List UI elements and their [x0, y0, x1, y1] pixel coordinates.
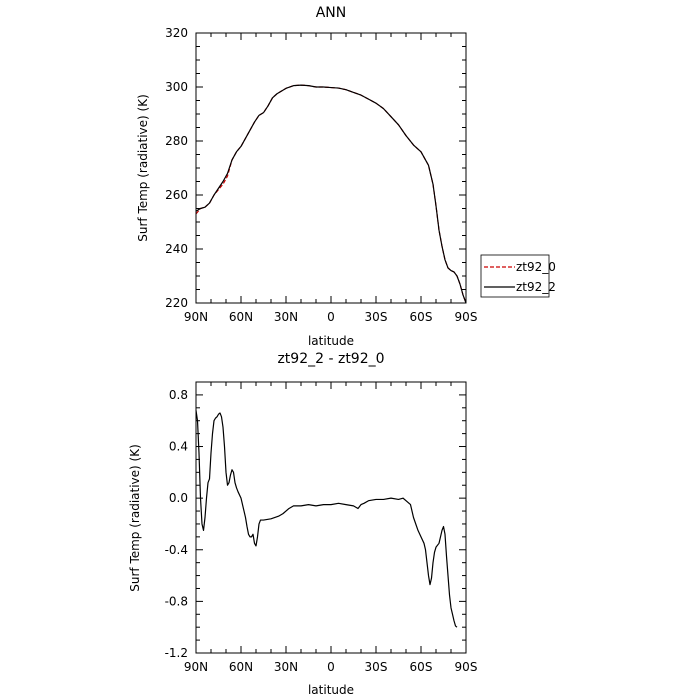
bottom-y-tick-label: 0.4 [169, 440, 188, 454]
bottom-x-axis-label: latitude [308, 683, 354, 697]
top-series-group [195, 84, 467, 304]
top-y-tick-label: 260 [165, 188, 188, 202]
top-y-axis-label: Surf Temp (radiative) (K) [136, 94, 150, 242]
top-y-tick-label: 280 [165, 134, 188, 148]
top-x-tick-label: 30N [274, 310, 298, 324]
legend-box [480, 254, 550, 298]
bottom-chart-title: zt92_2 - zt92_0 [277, 351, 384, 367]
bottom-panel: zt92_2 - zt92_0 Surf Temp (radiative) (K… [128, 351, 477, 697]
top-plot-frame [195, 32, 467, 304]
top-chart-title: ANN [316, 5, 347, 21]
bottom-y-tick-label: 0.0 [169, 491, 188, 505]
bottom-y-tick-label: 0.8 [169, 388, 188, 402]
top-y-tick-label: 240 [165, 242, 188, 256]
bottom-y-tick-label: -0.4 [165, 543, 188, 557]
bottom-x-tick-label: 90S [455, 660, 478, 674]
bottom-y-tick-label: -0.8 [165, 594, 188, 608]
top-x-tick-label: 0 [327, 310, 335, 324]
top-x-axis-label: latitude [308, 334, 354, 348]
legend-label-zt92_0: zt92_0 [516, 260, 556, 274]
bottom-x-tick-label: 90N [184, 660, 208, 674]
legend-label-zt92_2: zt92_2 [516, 280, 556, 294]
top-x-tick-label: 90S [455, 310, 478, 324]
bottom-x-tick-label: 60N [229, 660, 253, 674]
bottom-x-tick-label: 30S [365, 660, 388, 674]
top-x-tick-label: 30S [365, 310, 388, 324]
legend: zt92_0 zt92_2 [480, 254, 556, 298]
bottom-axes: -1.2 -0.8 -0.4 0.0 0.4 0.8 90N 60N 30N 0 30S 60S 90S [165, 381, 478, 674]
top-x-tick-label: 90N [184, 310, 208, 324]
bottom-y-axis-label: Surf Temp (radiative) (K) [128, 444, 142, 592]
top-panel: ANN Surf Temp (radiative) (K) latitude 2… [136, 5, 556, 348]
bottom-series-group [195, 410, 458, 628]
bottom-x-tick-label: 30N [274, 660, 298, 674]
bottom-series-line-0 [195, 410, 458, 628]
top-x-tick-label: 60S [410, 310, 433, 324]
top-series-line-zt92_2 [195, 84, 467, 304]
bottom-plot-frame [195, 381, 467, 654]
bottom-y-tick-label: -1.2 [165, 646, 188, 660]
top-y-tick-label: 220 [165, 296, 188, 310]
bottom-x-tick-label: 60S [410, 660, 433, 674]
bottom-x-tick-label: 0 [327, 660, 335, 674]
top-series-line-zt92_0 [195, 84, 467, 304]
top-x-tick-label: 60N [229, 310, 253, 324]
top-axes: 220 240 260 280 300 320 90N 60N 30N 0 30S 60S 90S [165, 26, 477, 324]
top-y-tick-label: 300 [165, 80, 188, 94]
top-y-tick-label: 320 [165, 26, 188, 40]
